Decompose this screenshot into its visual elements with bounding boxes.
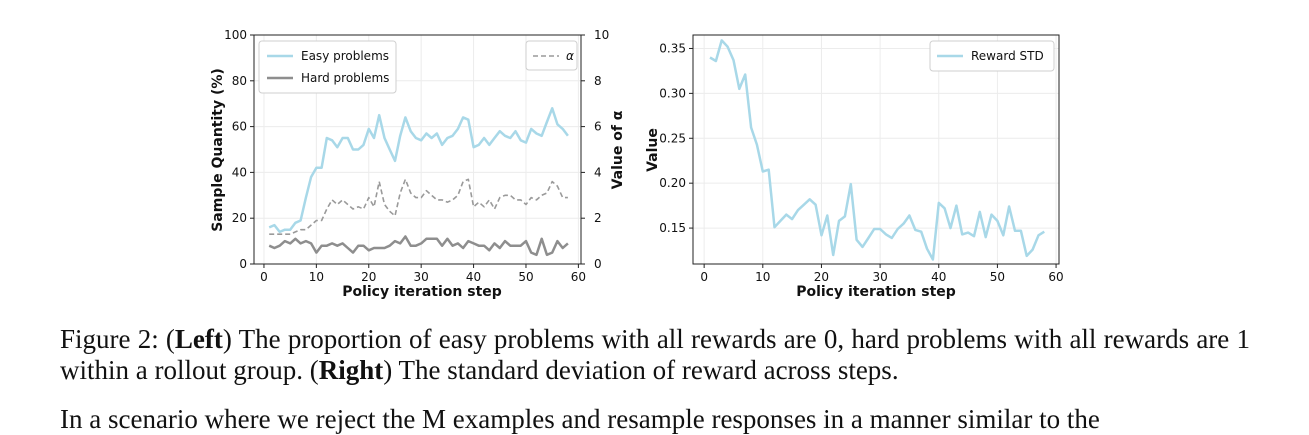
caption-right-bold: Right [318,355,384,385]
caption-middle: ) The proportion of easy problems with a… [60,324,1250,385]
right-series [709,39,1045,261]
right-x-tick-label: 10 [755,270,770,284]
left-y2-tick-label: 8 [594,74,602,88]
right-y-tick-label: 0.25 [659,131,686,145]
left-y2-tick-label: 10 [594,28,609,42]
right-x-tick-label: 0 [700,270,708,284]
left-x-tick-label: 50 [518,270,533,284]
left-x-tick-label: 20 [361,270,376,284]
left-y2-ticks: 0 2 4 6 8 10 [581,28,609,271]
legend-reward-label: Reward STD [971,49,1044,63]
left-y-tick-label: 20 [232,211,247,225]
left-y-tick-label: 80 [232,74,247,88]
left-y-tick-label: 40 [232,165,247,179]
alpha-line [269,178,568,235]
right-x-tick-label: 20 [814,270,829,284]
right-x-tick-label: 60 [1048,270,1063,284]
left-y-ticks: 0 20 40 60 80 100 [224,28,254,271]
right-y-ticks: 0.15 0.20 0.25 0.30 0.35 [659,41,693,235]
easy-problems-line [268,107,569,234]
legend-hard-label: Hard problems [301,71,389,85]
left-y2-tick-label: 2 [594,211,602,225]
right-y-tick-label: 0.20 [659,176,686,190]
right-x-tick-label: 50 [990,270,1005,284]
left-x-axis-label: Policy iteration step [342,284,502,300]
right-chart: 0 10 20 30 40 50 60 0.15 0.20 0.25 0.30 0.35 Polic… [645,34,1064,300]
caption-prefix: Figure 2: ( [60,324,175,354]
caption-left-bold: Left [174,324,223,354]
left-y2-axis-label: Value of α [610,110,626,189]
legend-left-box [258,40,397,94]
right-y-tick-label: 0.30 [659,86,686,100]
left-x-tick-label: 30 [414,270,429,284]
left-y2-tick-label: 6 [594,120,602,134]
left-y-tick-label: 0 [239,257,247,271]
left-series [268,107,569,257]
left-x-tick-label: 10 [309,270,324,284]
right-x-tick-label: 30 [872,270,887,284]
left-y-tick-label: 100 [224,28,247,42]
right-x-tick-label: 40 [931,270,946,284]
left-x-ticks: 0 10 20 30 40 50 60 [260,264,586,284]
left-y-tick-label: 60 [232,120,247,134]
left-x-tick-label: 60 [571,270,586,284]
right-x-ticks: 0 10 20 30 40 50 60 [700,264,1064,284]
left-y2-tick-label: 0 [594,257,602,271]
right-y-tick-label: 0.15 [659,221,686,235]
left-y-axis-label: Sample Quantity (%) [210,68,226,232]
right-plot-frame [692,34,1060,265]
figure-caption: Figure 2: (Left) The proportion of easy … [60,324,1250,386]
legend-alpha-label: α [566,49,574,63]
reward-std-line [709,39,1045,261]
right-y-tick-label: 0.35 [659,41,686,55]
hard-problems-line [268,235,569,257]
right-x-axis-label: Policy iteration step [796,284,956,300]
right-y-axis-label: Value [645,128,661,172]
left-x-tick-label: 40 [466,270,481,284]
left-y2-tick-label: 4 [594,165,602,179]
body-text-line: In a scenario where we reject the M exam… [60,404,1100,434]
legend-reward-box [929,40,1055,72]
legend-easy-label: Easy problems [301,49,389,63]
left-x-tick-label: 0 [260,270,268,284]
left-plot-frame [253,34,582,265]
caption-suffix: ) The standard deviation of reward acros… [383,355,899,385]
left-chart: 0 10 20 30 40 50 60 0 20 40 60 80 100 0 2 4 6 8 10 Polic… [210,28,626,300]
